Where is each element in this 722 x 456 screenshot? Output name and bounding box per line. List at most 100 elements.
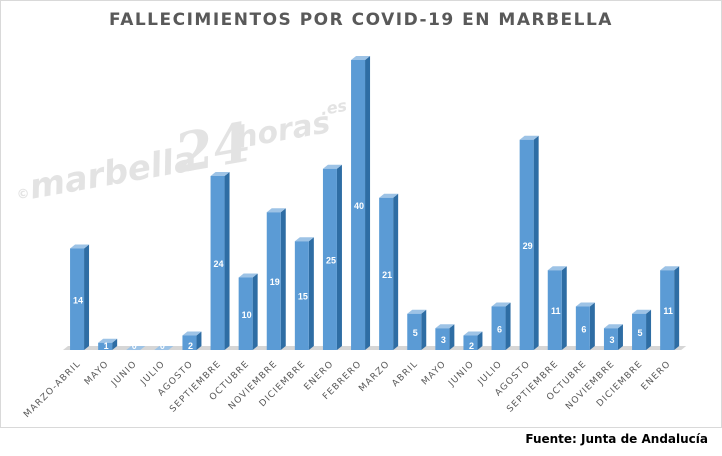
watermark-number: 24 [170,109,256,185]
bar-side [393,193,399,350]
bar-value-label: 3 [609,335,614,345]
bar [407,309,427,350]
chart-title: FALLECIMIENTOS POR COVID-19 EN MARBELLA [109,10,613,30]
bar-top [519,135,539,140]
bar-front [238,277,253,350]
watermark-copyright: © [16,186,31,203]
x-tick-label: SEPTIEMBRE [505,359,561,415]
bar-top [547,266,567,271]
bar-side [224,172,230,350]
bar-side [84,244,90,350]
bar [603,324,623,350]
bar-value-label: 6 [581,324,586,334]
bar [294,237,314,350]
bar-value-label: 40 [354,201,364,211]
bar-top [266,208,286,213]
bar-top [660,266,680,271]
bar-top [98,338,118,343]
bar [463,331,483,350]
x-tick-label: JUNIO [446,359,476,389]
bar-top [603,324,623,329]
bar-top [463,331,483,336]
bar [547,266,567,350]
bar-side [336,164,342,350]
bar-front [266,212,281,350]
x-tick-label: JUNIO [109,359,139,389]
bar-front [435,328,450,350]
bar-front [322,168,337,350]
bar-value-label: 29 [523,241,533,251]
bar-side [196,331,202,350]
bar-front [294,241,309,350]
bar-side [112,338,118,350]
x-tick-label: NOVIEMBRE [227,359,280,412]
bar-front [98,342,113,350]
x-tick-label: MARZO [357,359,392,394]
bar-value-label: 0 [160,341,165,351]
bar-side [252,273,258,350]
x-tick-label: MARZO-ABRIL [22,359,83,420]
bar-top [154,346,174,350]
bar [266,208,286,350]
bar-front [575,306,590,350]
bar [70,244,90,350]
bar-top [70,244,90,249]
bar-top [491,302,511,307]
bar [322,164,342,350]
bar-side [477,331,483,350]
bar-value-label: 15 [298,292,308,302]
bar-top [210,172,230,176]
bar-value-label: 14 [73,295,83,305]
bar-value-label: 10 [242,310,252,320]
bar-top [238,273,258,278]
bar-side [617,324,623,350]
bar [435,324,455,350]
bar-top [294,237,314,242]
bar-front [379,197,394,350]
bar [126,346,146,351]
bar-value-label: 24 [214,259,224,269]
bar-side [505,302,511,350]
x-tick-label: NOVIEMBRE [564,359,617,412]
bar [575,302,595,350]
watermark-logo: © marbella 24 horas .es [16,96,349,208]
bar-side [674,266,680,350]
bar-front [632,313,647,350]
bar [238,273,258,350]
bar-value-label: 2 [188,341,193,351]
bar-front [182,335,197,350]
bar-value-label: 1 [104,341,109,351]
x-tick-label: MAYO [83,359,111,387]
bar-front [547,270,562,350]
source-note: Fuente: Junta de Andalucía [525,432,708,446]
bar-top [575,302,595,307]
bar-front [603,328,618,350]
bar-side [280,208,286,350]
bar-top [351,56,371,60]
bar-side [589,302,595,350]
x-tick-label: MAYO [420,359,448,387]
x-tick-label: ABRIL [390,359,420,389]
bar [182,331,202,350]
bar-side [421,309,427,350]
bar-value-label: 19 [270,277,280,287]
bar-top [182,331,202,336]
watermark-suffix: horas [233,105,333,156]
bar-front [407,313,422,350]
bar-side [308,237,314,350]
bar-side [365,56,371,350]
bar [154,346,174,351]
bar [632,309,652,350]
bar-top [407,309,427,314]
bar [519,135,539,350]
bar [351,56,371,350]
bar [210,172,230,350]
bar-value-label: 0 [132,341,137,351]
bar-top [126,346,146,350]
bar-value-label: 2 [469,341,474,351]
bar [98,338,118,350]
bar-top [322,164,342,169]
bar-value-label: 21 [382,270,392,280]
bar-front [70,248,85,350]
